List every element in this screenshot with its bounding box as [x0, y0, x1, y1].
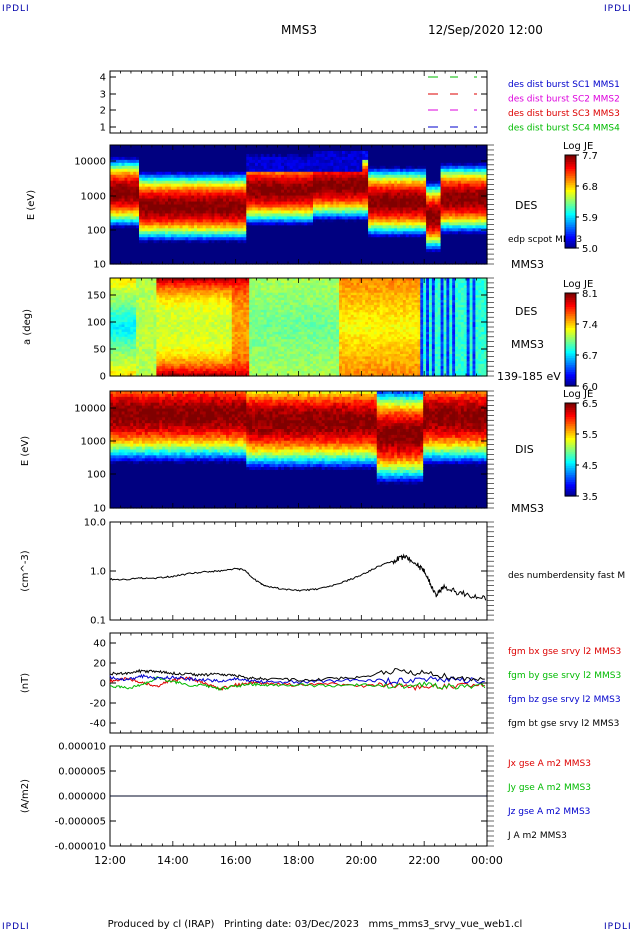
burst-legend-entry: des dist burst SC3 MMS3	[508, 109, 620, 119]
burst-panel-frame	[110, 71, 487, 133]
burst-legend-entry: des dist burst SC4 MMS4	[508, 124, 620, 134]
burst-legend-entry: des dist burst SC1 MMS1	[508, 80, 620, 90]
burst-legend-entry: des dist burst SC2 MMS2	[508, 95, 620, 105]
burst-tick-label: 3	[100, 90, 106, 101]
burst-tick-label: 2	[100, 106, 106, 117]
burst-tick-label: 4	[100, 73, 106, 84]
des-energy-spectrogram	[110, 145, 488, 265]
burst-tick-label: 1	[100, 123, 106, 134]
